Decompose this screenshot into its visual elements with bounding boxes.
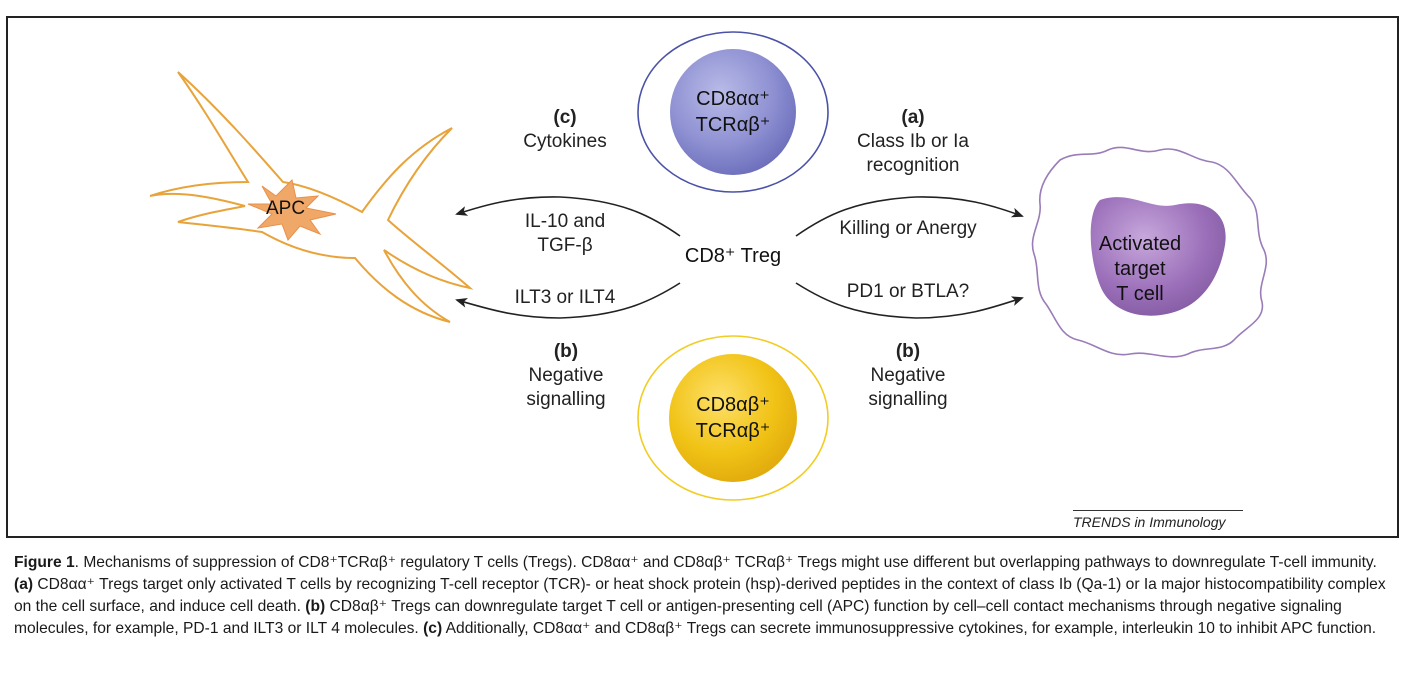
treg-aa-line2: TCRαβ⁺ <box>695 114 771 136</box>
treg-ab-line2: TCRαβ⁺ <box>695 420 771 442</box>
label-pd1: PD1 or BTLA? <box>846 281 970 302</box>
caption-part-a: CD8αα⁺ Tregs target only activated T cel… <box>14 576 1386 615</box>
label-il10-line2: TGF-β <box>537 235 593 256</box>
label-b-right-letter: (b) <box>895 341 921 362</box>
treg-ab-ring <box>637 335 829 501</box>
label-c-letter: (c) <box>553 107 577 128</box>
target-line1: Activated <box>1098 233 1182 255</box>
label-b-right-line1: Negative <box>870 365 946 386</box>
label-killing: Killing or Anergy <box>839 218 977 239</box>
treg-aa-ring <box>637 31 829 193</box>
label-c: (c) Cytokines <box>505 106 625 154</box>
treg-aa-line1: CD8αα⁺ <box>696 88 770 110</box>
label-b-left-line1: Negative <box>528 365 604 386</box>
label-il10-line1: IL-10 and <box>524 211 606 232</box>
apc-label: APC <box>266 198 306 219</box>
label-a-line1: Class Ib or Ia <box>857 131 969 152</box>
treg-aa-label: CD8αα⁺ TCRαβ⁺ <box>673 86 793 138</box>
label-a: (a) Class Ib or Ia recognition <box>838 106 988 178</box>
treg-ab-label: CD8αβ⁺ TCRαβ⁺ <box>673 392 793 444</box>
figure-frame <box>6 16 1399 538</box>
label-b-left-line2: signalling <box>526 389 606 410</box>
label-a-letter: (a) <box>901 107 925 128</box>
label-a-line2: recognition <box>866 155 960 176</box>
caption-part-b: CD8αβ⁺ Tregs can downregulate target T c… <box>14 598 1342 637</box>
apc-nucleus <box>247 179 337 241</box>
treg-ab-cell <box>669 354 797 482</box>
arrow-ilt <box>455 282 681 319</box>
target-cell-label: Activated target T cell <box>1080 232 1200 307</box>
center-treg-label: CD8⁺ Treg <box>684 245 782 267</box>
target-line2: target <box>1114 258 1166 280</box>
label-il10: IL-10 and TGF-β <box>500 210 630 258</box>
treg-aa-cell <box>670 49 796 175</box>
treg-ab-line1: CD8αβ⁺ <box>696 394 770 416</box>
caption-part-c: Additionally, CD8αα⁺ and CD8αβ⁺ Tregs ca… <box>442 620 1377 637</box>
apc-cell-outline <box>149 71 474 323</box>
caption-c-label: (c) <box>423 620 443 637</box>
caption-b-label: (b) <box>305 598 326 615</box>
target-cell-nucleus <box>1090 197 1226 316</box>
label-b-right-line2: signalling <box>868 389 948 410</box>
target-line3: T cell <box>1116 283 1164 305</box>
label-b-right: (b) Negative signalling <box>848 340 968 412</box>
label-b-left: (b) Negative signalling <box>506 340 626 412</box>
caption-intro: . Mechanisms of suppression of CD8⁺TCRαβ… <box>74 554 1377 571</box>
label-ilt: ILT3 or ILT4 <box>514 287 616 308</box>
label-c-text: Cytokines <box>523 131 607 152</box>
caption-figure-label: Figure 1 <box>14 554 75 571</box>
arrow-il10 <box>455 196 681 237</box>
label-b-left-letter: (b) <box>553 341 579 362</box>
target-cell-outline <box>1031 146 1268 358</box>
figure-caption: Figure 1. Mechanisms of suppression of C… <box>14 552 1398 640</box>
caption-a-label: (a) <box>14 576 34 593</box>
arrow-killing <box>795 196 1024 237</box>
arrow-pd1 <box>795 282 1024 319</box>
journal-credit: TRENDS in Immunology <box>1073 510 1243 531</box>
